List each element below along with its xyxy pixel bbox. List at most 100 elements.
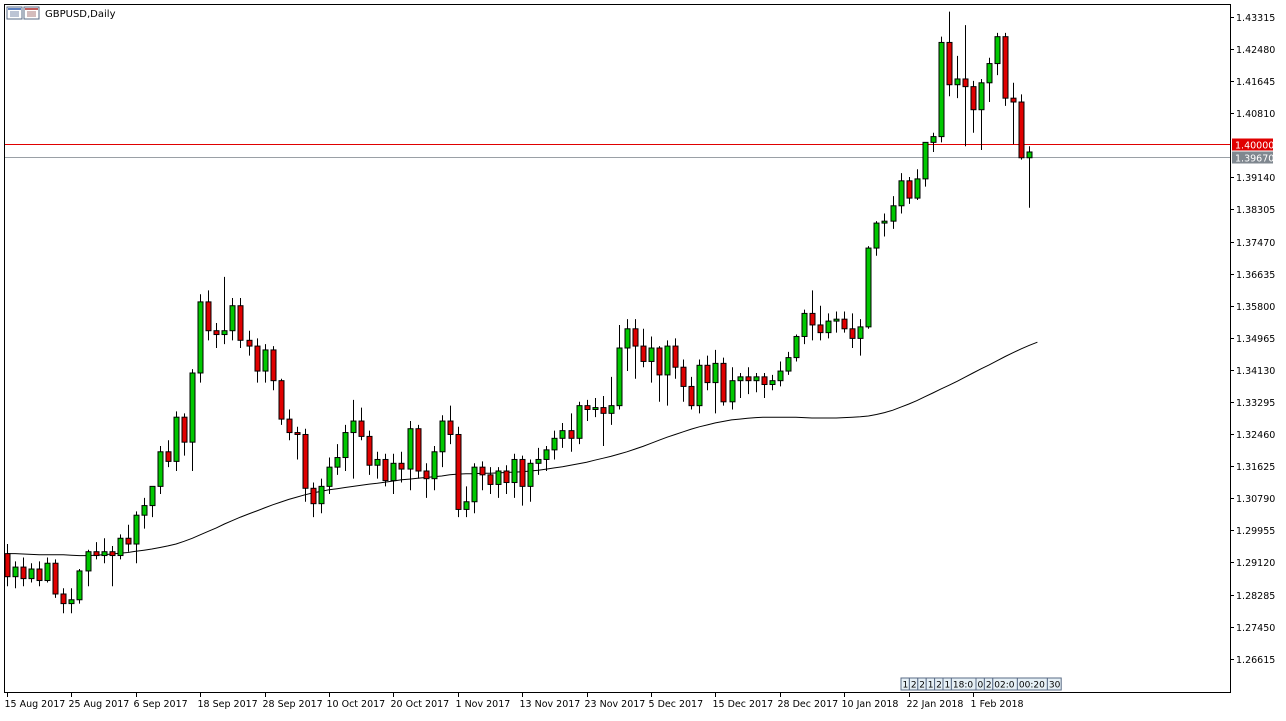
candle [712,349,719,414]
timeframe-marker: 1 2 2 1 2 1 18:0 0 2 02:0 00:20 30 [900,677,1062,691]
candle-body [527,462,534,487]
candle-body [994,36,1001,65]
candle-body [1002,36,1009,99]
candle-body [640,345,647,362]
candle [254,338,261,383]
candle [849,313,856,348]
candle [527,459,534,502]
candle-body [890,205,897,222]
timeframe-marker-text: 0 [978,681,984,691]
candle [616,324,623,410]
price-tick-label: 1.33295 [1236,398,1275,409]
candle-body [246,339,253,347]
candle [745,367,752,395]
candle-body [930,136,937,143]
candle [664,340,671,406]
candle [101,538,108,564]
candle [197,294,204,383]
candle-body [415,428,422,472]
candle-body [197,301,204,374]
candle [173,411,180,471]
candle [93,542,100,560]
time-tick-label: 15 Dec 2017 [713,699,774,710]
candle [366,430,373,475]
candle [994,32,1001,76]
price-tick-label: 1.40810 [1236,109,1275,120]
candle [648,336,655,383]
candle-body [608,405,615,414]
candle-body [181,416,188,443]
candle-body [213,330,220,336]
candle-body [906,180,913,199]
candle-body [326,466,333,487]
timeframe-marker-cell: 1 [900,677,910,691]
candle-body [568,430,575,439]
chart-window-icon-2[interactable] [23,6,40,20]
candle-body [616,347,623,407]
candle [447,405,454,445]
candle-body [52,562,59,595]
candle [954,55,961,99]
chart-window-icon[interactable] [6,6,23,20]
time-tick-label: 1 Feb 2018 [971,699,1024,710]
candle [302,428,309,502]
candle-body [793,335,800,359]
candle [600,396,607,447]
candle [584,399,591,422]
horizontal-lines [5,144,1230,158]
price-tick-label: 1.27450 [1236,623,1275,634]
candle [262,344,269,383]
timeframe-marker-cell: 30 [1046,677,1062,691]
candle [962,25,969,147]
candle [535,447,542,475]
candle [656,346,663,402]
candle [1002,32,1009,106]
candle [213,323,220,348]
price-tick-label: 1.41645 [1236,77,1275,88]
candle-body [712,362,719,384]
candle-body [117,537,124,557]
level-price-label: 1.40000 [1232,138,1274,152]
candle [680,359,687,402]
timeframe-marker-text: 1 [928,681,934,691]
candle-body [229,305,236,332]
candle [326,457,333,495]
price-line-labels: 1.40000 1.39670 [1232,138,1274,165]
candle [906,176,913,204]
candle [157,446,164,495]
candle-body [221,330,228,336]
candle-body [954,78,961,86]
candle-body [390,462,397,482]
candle [833,311,840,333]
candle-body [978,82,985,111]
candle-body [857,326,864,339]
timeframe-marker-cell: 02:0 [992,677,1018,691]
candle-body [809,312,816,326]
candle-body [60,593,67,605]
price-tick-label: 1.42480 [1236,45,1275,56]
timeframe-marker-text: 00:20 [1019,681,1045,691]
candle-body [431,451,438,480]
candle-body [881,220,888,224]
candle-body [286,418,293,434]
candle [479,461,486,491]
candle [704,355,711,391]
candle [568,413,575,452]
timeframe-marker-cell: 00:20 [1016,677,1048,691]
candle [930,132,937,152]
candle [165,440,172,468]
candle-body [495,470,502,485]
timeframe-marker-text: 1 [903,681,909,691]
candle [559,422,566,448]
candle [1018,94,1025,160]
candle [608,376,615,425]
candle-body [447,420,454,435]
candle [1010,82,1017,145]
timeframe-marker-cell: 0 [975,677,985,691]
candle [221,276,228,345]
candle [640,328,647,368]
candle [390,453,397,495]
candle-body [366,435,373,466]
time-tick-label: 25 Aug 2017 [69,699,130,710]
